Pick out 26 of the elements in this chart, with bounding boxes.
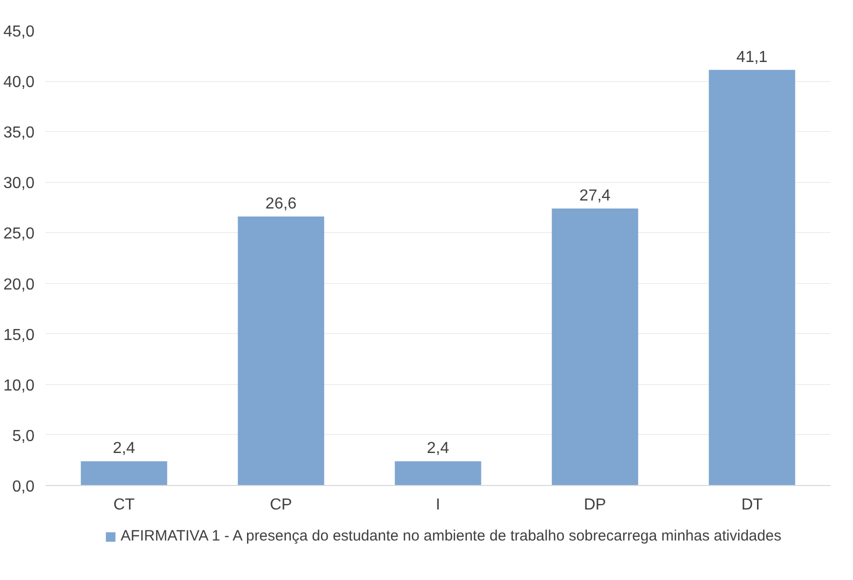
data-label: 27,4 — [579, 187, 611, 204]
y-tick-label: 45,0 — [3, 24, 35, 40]
x-tick-label: DT — [741, 496, 763, 514]
x-tick-label: CP — [270, 496, 292, 514]
x-tick-label: CT — [113, 496, 135, 514]
y-tick-label: 30,0 — [3, 175, 35, 192]
y-tick-label: 35,0 — [3, 124, 35, 142]
y-tick-label: 25,0 — [3, 226, 35, 243]
y-tick-label: 15,0 — [3, 326, 35, 344]
bar — [238, 216, 324, 486]
y-tick-label: 0,0 — [12, 478, 35, 496]
data-label: 2,4 — [426, 440, 450, 458]
bar — [708, 70, 796, 486]
x-tick-label: DP — [584, 496, 606, 514]
y-tick-label: 40,0 — [3, 74, 35, 92]
x-tick-label: I — [436, 496, 440, 514]
y-tick-label: 5,0 — [12, 428, 35, 445]
bar — [552, 208, 638, 486]
bar — [80, 461, 168, 486]
data-label: 26,6 — [265, 196, 297, 213]
y-tick-label: 20,0 — [3, 276, 35, 294]
data-label: 41,1 — [736, 48, 768, 66]
legend-label: AFIRMATIVA 1 - A presença do estudante no ambiente de trabalho sobrecarrega minhas atividades — [120, 528, 782, 544]
y-tick-label: 10,0 — [3, 377, 35, 394]
bar — [394, 461, 482, 486]
data-label: 2,4 — [112, 440, 136, 458]
